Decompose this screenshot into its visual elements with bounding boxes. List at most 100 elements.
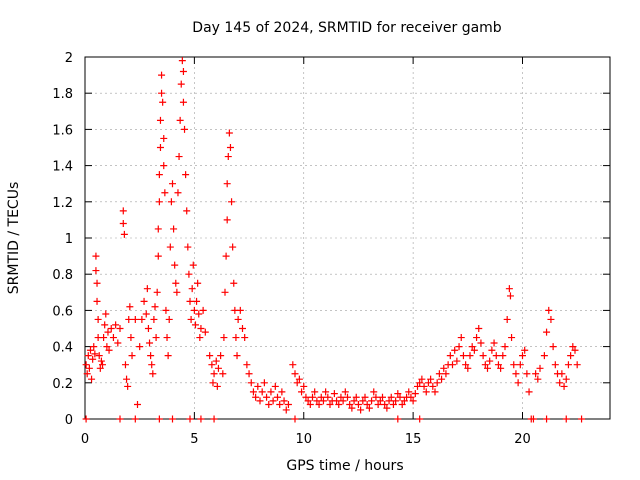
data-point bbox=[173, 288, 181, 296]
data-point bbox=[93, 297, 101, 305]
data-point bbox=[573, 361, 581, 369]
data-point bbox=[407, 393, 415, 401]
x-axis-label: GPS time / hours bbox=[286, 458, 403, 474]
data-point bbox=[166, 243, 174, 251]
data-point bbox=[501, 343, 509, 351]
data-point bbox=[558, 370, 566, 378]
data-point bbox=[184, 243, 192, 251]
data-point bbox=[160, 162, 168, 170]
data-point bbox=[357, 406, 365, 414]
data-point bbox=[128, 352, 136, 360]
data-point bbox=[190, 306, 198, 314]
data-point bbox=[433, 379, 441, 387]
data-point bbox=[210, 370, 218, 378]
data-point bbox=[361, 393, 369, 401]
data-point bbox=[427, 375, 435, 383]
data-point bbox=[451, 346, 459, 354]
data-point bbox=[368, 397, 376, 405]
data-point bbox=[160, 134, 168, 142]
data-point bbox=[295, 375, 303, 383]
data-point bbox=[125, 315, 133, 323]
data-point bbox=[148, 361, 156, 369]
data-point bbox=[229, 243, 237, 251]
data-point bbox=[416, 415, 424, 423]
data-point bbox=[222, 252, 230, 260]
data-point bbox=[350, 397, 358, 405]
data-point bbox=[245, 370, 253, 378]
data-point bbox=[176, 116, 184, 124]
y-tick-label: 0 bbox=[65, 413, 73, 428]
y-tick-label: 1 bbox=[65, 232, 73, 247]
data-point bbox=[140, 297, 148, 305]
data-point bbox=[101, 321, 109, 329]
y-tick-label: 0.8 bbox=[52, 268, 73, 283]
data-point bbox=[158, 89, 166, 97]
data-point bbox=[221, 288, 229, 296]
data-point bbox=[462, 361, 470, 369]
data-point bbox=[85, 364, 93, 372]
data-point bbox=[291, 415, 299, 423]
data-point bbox=[104, 328, 112, 336]
data-point bbox=[102, 310, 110, 318]
data-point bbox=[225, 129, 233, 137]
data-point bbox=[93, 279, 101, 287]
data-point bbox=[468, 343, 476, 351]
data-point bbox=[409, 397, 417, 405]
data-point bbox=[151, 303, 159, 311]
data-point bbox=[208, 361, 216, 369]
data-point bbox=[422, 388, 430, 396]
data-point bbox=[352, 393, 360, 401]
data-point bbox=[354, 401, 362, 409]
x-tick-label: 10 bbox=[295, 432, 312, 447]
data-point bbox=[424, 379, 432, 387]
data-point bbox=[569, 343, 577, 351]
data-point bbox=[241, 334, 249, 342]
data-point bbox=[335, 401, 343, 409]
data-point bbox=[120, 230, 128, 238]
data-point bbox=[86, 346, 94, 354]
data-point bbox=[103, 343, 111, 351]
data-point bbox=[344, 393, 351, 401]
data-point bbox=[164, 352, 172, 360]
data-point bbox=[521, 346, 529, 354]
data-point bbox=[313, 397, 321, 405]
data-point bbox=[154, 252, 162, 260]
data-point bbox=[319, 397, 327, 405]
data-point bbox=[411, 390, 419, 398]
data-point bbox=[466, 352, 474, 360]
data-point bbox=[197, 325, 205, 332]
data-point bbox=[154, 225, 162, 233]
data-point bbox=[540, 352, 548, 360]
gridlines bbox=[85, 57, 610, 419]
data-point bbox=[315, 401, 323, 409]
data-point bbox=[464, 364, 472, 372]
x-tick-label: 0 bbox=[81, 432, 89, 447]
y-tick-label: 1.8 bbox=[52, 87, 73, 102]
data-point bbox=[150, 315, 158, 323]
data-point bbox=[322, 388, 330, 396]
y-axis-label: SRMTID / TECUs bbox=[6, 182, 22, 295]
data-point bbox=[167, 198, 175, 206]
data-point bbox=[112, 321, 120, 329]
data-point bbox=[123, 375, 131, 383]
data-point bbox=[159, 98, 167, 106]
data-point bbox=[260, 379, 268, 387]
data-point bbox=[400, 397, 408, 405]
data-point bbox=[230, 279, 238, 287]
data-point bbox=[547, 315, 555, 323]
data-point bbox=[440, 364, 448, 372]
data-point bbox=[311, 388, 319, 396]
data-point bbox=[263, 393, 271, 401]
data-point bbox=[435, 370, 443, 378]
data-point bbox=[138, 315, 146, 323]
data-point bbox=[171, 261, 179, 269]
data-point bbox=[414, 382, 421, 390]
data-point bbox=[385, 397, 393, 405]
data-point bbox=[185, 270, 193, 278]
data-point bbox=[88, 375, 96, 383]
data-point bbox=[91, 350, 99, 358]
data-point bbox=[525, 388, 533, 396]
data-point bbox=[339, 397, 347, 405]
data-point bbox=[224, 153, 232, 161]
data-point bbox=[193, 297, 201, 305]
